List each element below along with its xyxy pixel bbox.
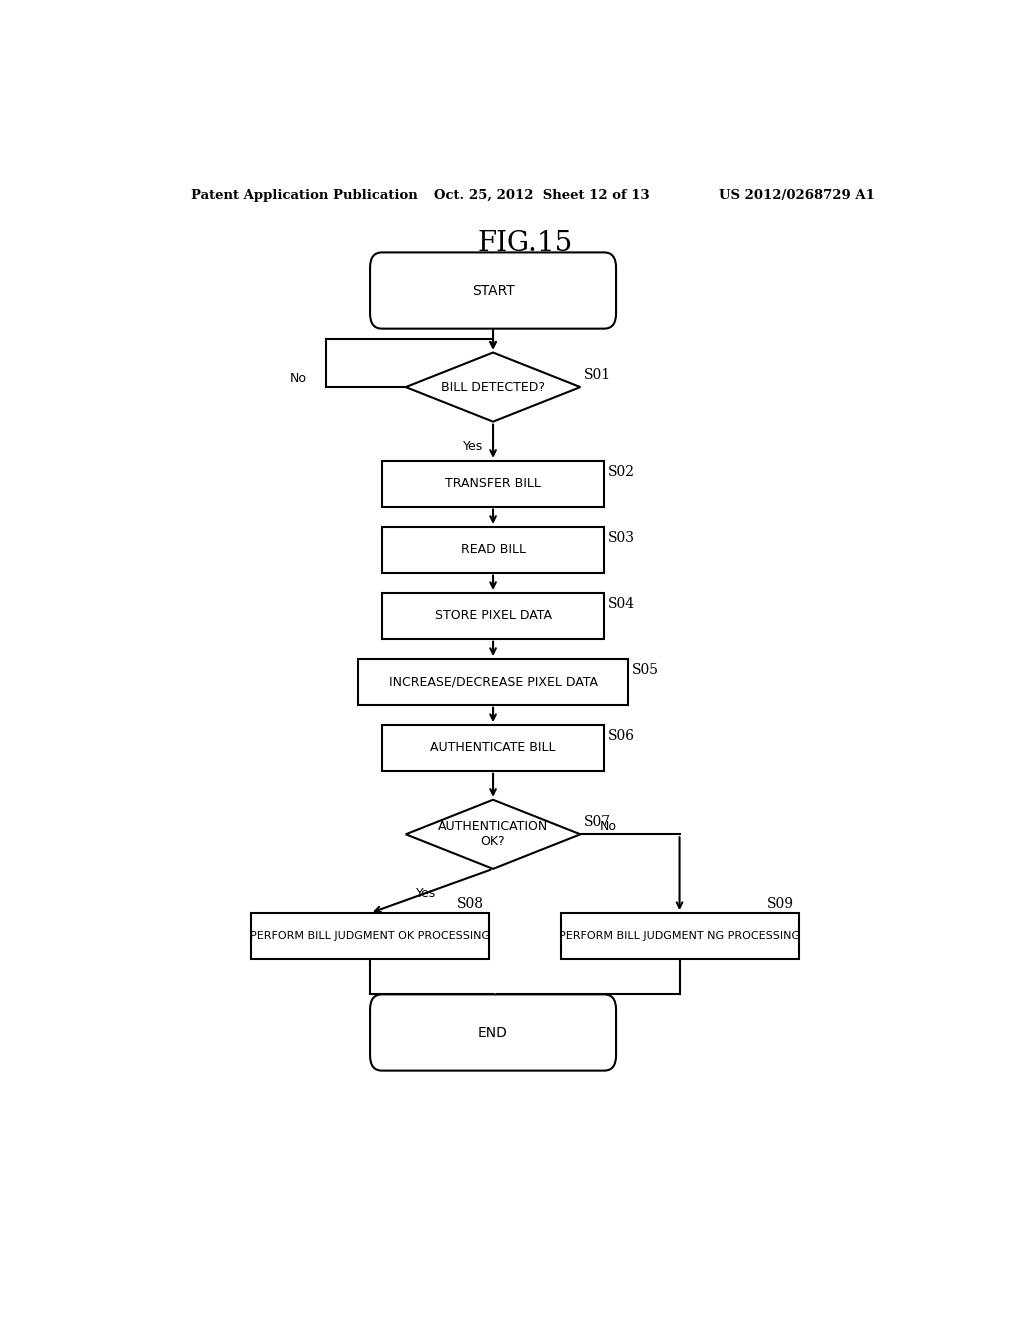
Text: PERFORM BILL JUDGMENT OK PROCESSING: PERFORM BILL JUDGMENT OK PROCESSING (250, 931, 490, 941)
Bar (560, 913, 799, 958)
Text: S05: S05 (632, 663, 658, 677)
Text: TRANSFER BILL: TRANSFER BILL (445, 477, 541, 490)
Text: No: No (290, 372, 306, 385)
Text: Oct. 25, 2012  Sheet 12 of 13: Oct. 25, 2012 Sheet 12 of 13 (433, 189, 649, 202)
Text: S07: S07 (585, 816, 611, 829)
Text: AUTHENTICATION
OK?: AUTHENTICATION OK? (438, 820, 548, 849)
Bar (382, 527, 604, 573)
Bar (358, 659, 628, 705)
Text: END: END (478, 1026, 508, 1040)
Text: Patent Application Publication: Patent Application Publication (191, 189, 418, 202)
Text: Yes: Yes (463, 440, 483, 453)
Text: INCREASE/DECREASE PIXEL DATA: INCREASE/DECREASE PIXEL DATA (388, 676, 598, 688)
Text: S08: S08 (458, 896, 484, 911)
Text: S06: S06 (608, 729, 635, 743)
Polygon shape (406, 800, 581, 869)
Bar (251, 913, 489, 958)
Text: FIG.15: FIG.15 (477, 230, 572, 256)
Text: Yes: Yes (416, 887, 436, 900)
Text: START: START (472, 284, 514, 297)
FancyBboxPatch shape (370, 994, 616, 1071)
FancyBboxPatch shape (370, 252, 616, 329)
Bar (382, 461, 604, 507)
Text: PERFORM BILL JUDGMENT NG PROCESSING: PERFORM BILL JUDGMENT NG PROCESSING (559, 931, 800, 941)
Text: BILL DETECTED?: BILL DETECTED? (441, 380, 545, 393)
Text: No: No (600, 820, 617, 833)
Text: US 2012/0268729 A1: US 2012/0268729 A1 (719, 189, 876, 202)
Text: S09: S09 (767, 896, 794, 911)
Text: S03: S03 (608, 531, 635, 545)
Polygon shape (406, 352, 581, 421)
Bar (382, 725, 604, 771)
Text: STORE PIXEL DATA: STORE PIXEL DATA (434, 610, 552, 622)
Text: S02: S02 (608, 465, 635, 479)
Bar (382, 593, 604, 639)
Text: READ BILL: READ BILL (461, 544, 525, 556)
Text: AUTHENTICATE BILL: AUTHENTICATE BILL (430, 742, 556, 755)
Text: S04: S04 (608, 597, 635, 611)
Text: S01: S01 (585, 368, 611, 381)
